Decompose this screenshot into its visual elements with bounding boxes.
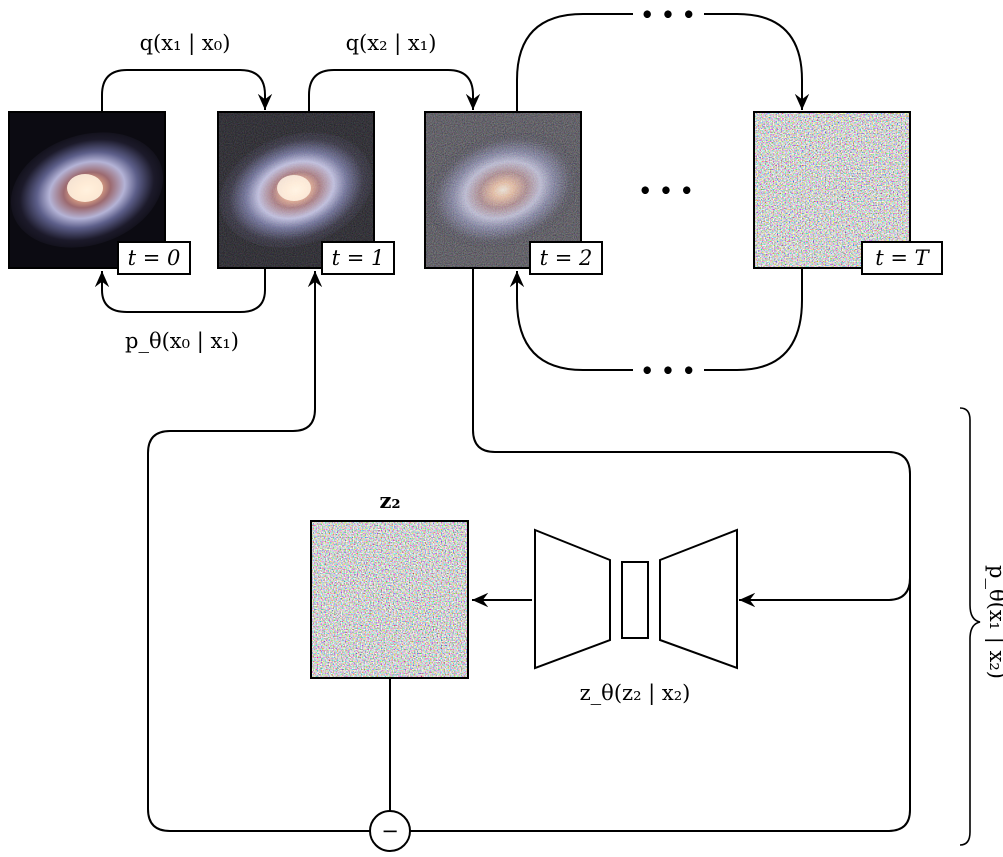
encoder-block	[659, 528, 738, 670]
arrow-reverse-T2-left	[509, 271, 633, 371]
frame-x2: t = 2	[424, 111, 603, 275]
label-z2: z₂	[379, 488, 400, 513]
time-tag-box	[321, 241, 395, 275]
time-tag-0: t = 0	[128, 246, 181, 270]
arrow-x2-to-network	[472, 268, 911, 608]
decoder-block	[534, 528, 611, 670]
label-brace: p_θ(x₁ | x₂)	[984, 565, 1003, 679]
arrow-minus-to-x1	[147, 271, 370, 832]
arrow-reverse-10	[94, 268, 266, 313]
bottleneck-block	[621, 561, 649, 639]
ellipsis-top: • • •	[641, 2, 696, 27]
minus-symbol: −	[381, 819, 399, 843]
time-tag-1: t = 1	[332, 246, 385, 270]
frame-x0: t = 0	[8, 111, 191, 275]
arrow-forward-2T-right	[704, 13, 810, 110]
time-tag-T: t = T	[875, 246, 930, 270]
time-tag-box	[529, 241, 603, 275]
label-network: z_θ(z₂ | x₂)	[580, 681, 691, 706]
ellipsis-bottom: • • •	[641, 358, 696, 383]
arrow-forward-2T-left	[516, 13, 633, 112]
label-forward-01: q(x₁ | x₀)	[140, 31, 231, 56]
time-tag-box	[861, 241, 943, 275]
frame-z2	[310, 520, 469, 679]
line-x2-to-minus	[410, 578, 911, 832]
ellipsis-middle: • • •	[639, 178, 694, 203]
label-reverse-10: p_θ(x₀ | x₁)	[125, 329, 239, 354]
label-forward-12: q(x₂ | x₁)	[346, 31, 437, 56]
network-unet	[534, 528, 738, 670]
time-tag-box	[117, 241, 191, 275]
brace	[959, 407, 981, 846]
arrow-forward-12	[308, 69, 481, 112]
arrow-reverse-T2-right	[704, 268, 803, 371]
frame-xT: t = T	[753, 111, 943, 275]
frame-x1: t = 1	[217, 111, 395, 275]
time-tag-2: t = 2	[540, 246, 593, 270]
arrow-forward-01	[101, 69, 273, 112]
